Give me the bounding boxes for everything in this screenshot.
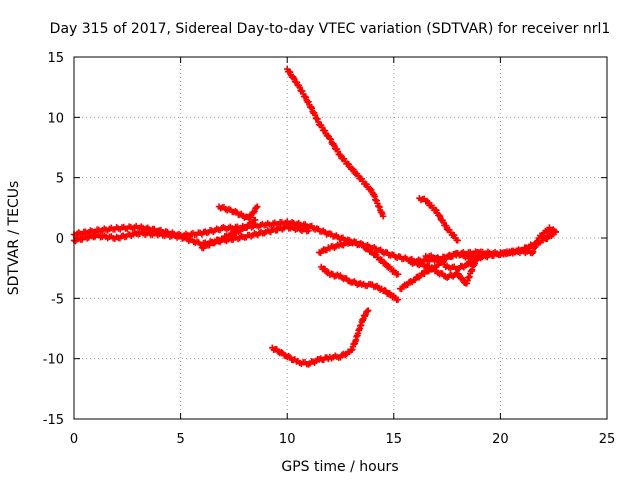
data-point xyxy=(552,228,560,236)
data-point xyxy=(253,204,260,211)
data-point xyxy=(350,166,357,173)
series-track-l xyxy=(422,224,560,273)
axis-ticks: 0 5 10 15 20 25 -15 -10 -5 0 5 10 15 xyxy=(43,51,616,447)
x-tick-label: 25 xyxy=(599,432,616,447)
data-point xyxy=(296,84,303,91)
x-axis-label: GPS time / hours xyxy=(281,459,398,475)
data-point xyxy=(254,203,261,210)
y-tick-label: 5 xyxy=(56,172,64,187)
y-tick-label: 0 xyxy=(56,232,64,247)
data-point xyxy=(337,152,344,159)
x-tick-label: 15 xyxy=(386,432,403,447)
data-point xyxy=(321,127,329,134)
series-track-b xyxy=(70,223,312,249)
data-point xyxy=(311,111,319,119)
data-point xyxy=(247,213,254,221)
series-track-e xyxy=(284,65,387,220)
data-point xyxy=(349,165,356,172)
y-tick-label: -5 xyxy=(51,292,64,307)
data-point xyxy=(363,181,370,188)
y-tick-label: 15 xyxy=(47,51,64,66)
data-point xyxy=(308,105,315,112)
data-point xyxy=(436,212,444,220)
data-point xyxy=(382,260,390,267)
data-point xyxy=(302,94,310,101)
data-point xyxy=(331,142,338,149)
data-point xyxy=(345,161,352,168)
data-point xyxy=(381,259,388,266)
data-point xyxy=(307,103,315,111)
data-point xyxy=(305,98,312,105)
series-track-f xyxy=(269,307,372,368)
data-point xyxy=(252,216,259,224)
y-tick-label: -15 xyxy=(43,413,64,428)
data-point xyxy=(440,219,447,226)
data-point xyxy=(551,227,558,235)
data-point xyxy=(443,222,450,229)
data-point xyxy=(454,237,461,244)
grid xyxy=(74,57,607,419)
data-point xyxy=(543,228,550,235)
data-point xyxy=(314,115,321,123)
data-point xyxy=(301,93,309,100)
x-tick-label: 10 xyxy=(279,432,296,447)
data-point xyxy=(366,185,374,192)
data-point xyxy=(459,276,467,283)
data-point xyxy=(251,208,258,215)
data-point xyxy=(364,308,371,315)
data-point xyxy=(365,307,372,314)
data-point xyxy=(363,244,371,252)
series-track-h xyxy=(315,238,402,278)
series-track-d xyxy=(215,203,261,221)
x-tick-label: 0 xyxy=(70,432,78,447)
y-tick-label: -10 xyxy=(43,353,64,368)
data-point xyxy=(435,211,443,219)
data-point xyxy=(379,213,387,220)
data-point xyxy=(248,220,255,228)
data-point xyxy=(290,75,298,82)
series-track-i xyxy=(416,194,461,244)
y-axis-label: SDTVAR / TECUs xyxy=(6,181,22,296)
x-tick-label: 20 xyxy=(492,432,509,447)
chart-title: Day 315 of 2017, Sidereal Day-to-day VTE… xyxy=(50,21,611,37)
data-point xyxy=(336,151,343,158)
data-point xyxy=(327,136,334,143)
data-point xyxy=(394,296,402,303)
data-point xyxy=(455,271,463,278)
series-track-g xyxy=(318,263,402,304)
x-tick-label: 5 xyxy=(176,432,184,447)
plot-frame xyxy=(73,56,608,420)
data-point xyxy=(305,227,312,234)
data-point xyxy=(394,271,402,278)
data-series xyxy=(70,65,560,368)
data-point xyxy=(286,69,294,76)
y-tick-label: 10 xyxy=(47,111,64,126)
